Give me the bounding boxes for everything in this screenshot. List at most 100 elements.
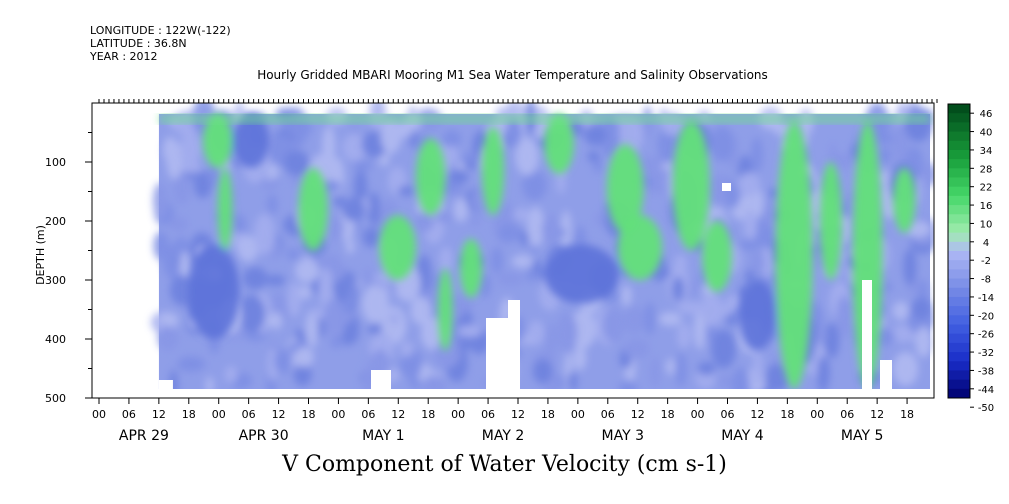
heatmap-cell — [345, 239, 355, 254]
heatmap-cell — [903, 248, 917, 286]
heatmap-cell — [442, 130, 462, 148]
colorbar-label: -38 — [978, 366, 994, 377]
heatmap-cell — [333, 194, 345, 207]
x-day-label: MAY 4 — [721, 428, 764, 444]
heatmap-feature-green — [460, 238, 483, 298]
heatmap-cell — [522, 170, 547, 201]
year-label: YEAR : 2012 — [90, 50, 158, 63]
x-tick-label: 06 — [721, 408, 735, 421]
heatmap-cell — [906, 220, 931, 238]
heatmap-cell — [160, 312, 179, 327]
colorbar-swatch — [948, 251, 970, 261]
colorbar-label: 10 — [980, 219, 993, 230]
heatmap-cell — [520, 230, 529, 247]
x-axis: 00 06 12 18 00 06 12 18 00 06 12 18 00 06 12 18 00 06 12 18… — [92, 398, 914, 444]
colorbar-swatch — [948, 296, 970, 307]
colorbar-label: -20 — [978, 311, 994, 322]
x-day-label: MAY 5 — [841, 428, 883, 444]
x-day-label: MAY 1 — [362, 428, 404, 444]
heatmap-cell — [176, 161, 202, 173]
heatmap-cell — [583, 124, 607, 146]
heatmap-cell — [208, 161, 220, 189]
colorbar-swatch — [948, 177, 970, 188]
heatmap-cell — [678, 301, 706, 315]
heatmap-cell — [675, 352, 687, 387]
heatmap-cell — [341, 197, 366, 222]
heatmap-cell — [544, 322, 557, 363]
heatmap-cell — [764, 363, 790, 392]
colorbar-swatch — [948, 269, 970, 280]
x-tick-label: 12 — [272, 408, 286, 421]
colorbar-label: 28 — [980, 164, 993, 175]
heatmap-cell — [716, 375, 735, 388]
heatmap-cell — [323, 298, 343, 340]
heatmap-cell — [665, 358, 676, 376]
heatmap-cell — [287, 281, 302, 318]
colorbar-swatch — [948, 241, 970, 252]
heatmap-cell — [573, 345, 587, 371]
x-tick-label: 06 — [361, 408, 375, 421]
colorbar-label: 4 — [983, 238, 989, 249]
chart-title: Hourly Gridded MBARI Mooring M1 Sea Wate… — [257, 68, 768, 82]
colorbar-label: -14 — [978, 293, 994, 304]
heatmap-cell — [511, 254, 534, 268]
heatmap-feature-green — [379, 215, 416, 280]
colorbar-swatch — [948, 104, 970, 114]
x-tick-label: 18 — [421, 408, 435, 421]
x-tick-label: 06 — [601, 408, 615, 421]
heatmap-cell — [892, 351, 919, 386]
heatmap-cell — [768, 188, 780, 199]
colorbar-swatch — [948, 352, 970, 362]
colorbar-swatch — [948, 278, 970, 289]
heatmap-cell — [497, 271, 524, 286]
colorbar-label: -8 — [981, 275, 991, 286]
x-tick-label: 18 — [661, 408, 675, 421]
heatmap-cell — [883, 281, 893, 293]
heatmap-feature-dark — [188, 244, 240, 339]
colorbar-swatch — [948, 342, 970, 353]
colorbar-swatch — [948, 379, 970, 390]
x-tick-label: 18 — [182, 408, 196, 421]
heatmap-cell — [166, 140, 183, 180]
colorbar-swatch — [948, 140, 970, 151]
heatmap-cell — [749, 249, 765, 276]
heatmap-cell — [836, 295, 853, 338]
heatmap-cell — [743, 210, 758, 240]
heatmap-cell — [414, 211, 434, 233]
heatmap-cell — [541, 214, 560, 246]
heatmap-cell — [567, 371, 578, 392]
heatmap-cell — [762, 246, 773, 280]
missing-data-patch — [486, 318, 508, 390]
heatmap-cell — [527, 206, 545, 247]
missing-data-patch — [862, 280, 872, 390]
heatmap-cell — [560, 210, 572, 250]
colorbar-label: 16 — [980, 201, 993, 212]
heatmap-cell — [491, 247, 503, 274]
heatmap-cell — [532, 358, 553, 384]
x-tick-label: 00 — [212, 408, 226, 421]
heatmap-cell — [173, 172, 191, 205]
heatmap-cell — [644, 302, 656, 336]
heatmap-cell — [830, 153, 857, 169]
heatmap-cell — [556, 312, 578, 353]
heatmap-feature-green — [702, 221, 732, 292]
heatmap-cell — [388, 312, 401, 326]
heatmap-cell — [618, 114, 644, 154]
x-tick-label: 12 — [870, 408, 884, 421]
heatmap-cell — [602, 306, 625, 344]
heatmap-cell — [367, 192, 381, 226]
heatmap-cell — [910, 297, 933, 320]
colorbar-swatch — [948, 315, 970, 325]
heatmap-cell — [224, 366, 238, 383]
colorbar-swatch — [948, 214, 970, 224]
heatmap-cell — [711, 329, 737, 369]
colorbar-swatch — [948, 131, 970, 142]
heatmap-cell — [267, 194, 278, 215]
missing-data-patch — [371, 370, 391, 390]
colorbar-label: -50 — [978, 403, 994, 414]
x-tick-label: 12 — [391, 408, 405, 421]
heatmap-feature-green — [852, 120, 883, 389]
colorbar-swatch — [948, 361, 970, 371]
heatmap-cell — [506, 118, 522, 148]
heatmap-cell — [915, 326, 932, 358]
